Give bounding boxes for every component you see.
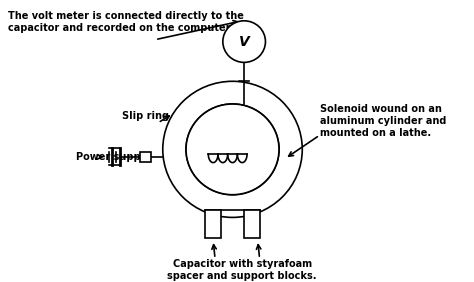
Bar (205, 210, 221, 238)
Text: Capacitor with styrafoam
spacer and support blocks.: Capacitor with styrafoam spacer and supp… (167, 259, 317, 281)
Bar (139, 152, 151, 162)
Text: Slip ring: Slip ring (122, 111, 169, 121)
Text: The volt meter is connected directly to the
capacitor and recorded on the comput: The volt meter is connected directly to … (8, 11, 244, 33)
Text: Solenoid wound on an
aluminum cylinder and
mounted on a lathe.: Solenoid wound on an aluminum cylinder a… (320, 104, 446, 138)
Bar (244, 210, 260, 238)
Circle shape (186, 104, 279, 194)
Text: V: V (239, 35, 249, 49)
Text: Power supply: Power supply (75, 152, 150, 162)
Circle shape (223, 21, 265, 62)
